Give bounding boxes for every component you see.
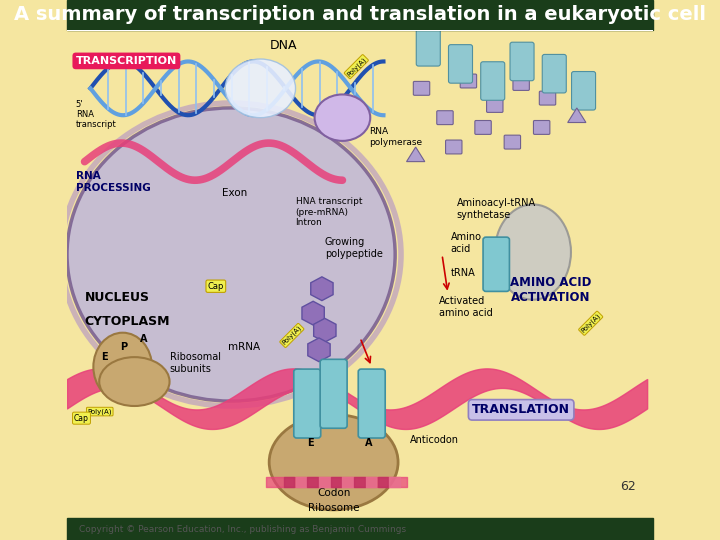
FancyBboxPatch shape	[475, 120, 491, 134]
Text: TRANSLATION: TRANSLATION	[472, 403, 570, 416]
FancyBboxPatch shape	[413, 82, 430, 95]
FancyBboxPatch shape	[67, 30, 653, 518]
FancyBboxPatch shape	[460, 74, 477, 88]
FancyBboxPatch shape	[67, 518, 653, 540]
FancyBboxPatch shape	[572, 71, 595, 110]
FancyBboxPatch shape	[416, 28, 441, 66]
FancyBboxPatch shape	[483, 237, 510, 292]
Ellipse shape	[94, 333, 152, 401]
Text: Poly(A): Poly(A)	[580, 312, 602, 334]
Text: HNA transcript
(pre-mRNA)
Intron: HNA transcript (pre-mRNA) Intron	[295, 198, 362, 227]
Ellipse shape	[99, 357, 169, 406]
FancyBboxPatch shape	[534, 120, 550, 134]
FancyBboxPatch shape	[539, 91, 556, 105]
Text: E: E	[307, 437, 313, 448]
FancyBboxPatch shape	[481, 62, 505, 100]
Text: AMINO ACID
ACTIVATION: AMINO ACID ACTIVATION	[510, 276, 591, 304]
Text: Copyright © Pearson Education, Inc., publishing as Benjamin Cummings: Copyright © Pearson Education, Inc., pub…	[78, 525, 406, 534]
FancyBboxPatch shape	[542, 55, 566, 93]
Ellipse shape	[495, 205, 571, 300]
Text: Poly(A): Poly(A)	[346, 56, 367, 78]
Text: Anticodon: Anticodon	[410, 435, 459, 444]
Text: mRNA: mRNA	[228, 342, 260, 352]
FancyBboxPatch shape	[320, 359, 347, 428]
Text: Cap: Cap	[207, 282, 224, 291]
Text: Amino
acid: Amino acid	[451, 232, 482, 254]
FancyBboxPatch shape	[67, 0, 653, 30]
FancyBboxPatch shape	[487, 98, 503, 112]
Ellipse shape	[225, 59, 295, 118]
Text: Aminoacyl-tRNA
synthetase: Aminoacyl-tRNA synthetase	[456, 198, 536, 220]
Text: RNA
PROCESSING: RNA PROCESSING	[76, 171, 150, 193]
Text: TRANSCRIPTION: TRANSCRIPTION	[76, 56, 177, 66]
Text: Cap: Cap	[74, 414, 89, 423]
FancyBboxPatch shape	[437, 111, 453, 125]
Text: E: E	[101, 352, 107, 362]
Ellipse shape	[269, 415, 398, 510]
Text: Poly(A): Poly(A)	[88, 408, 112, 415]
Text: Ribosome: Ribosome	[308, 503, 359, 513]
Text: Exon: Exon	[222, 188, 248, 198]
Text: tRNA: tRNA	[451, 268, 476, 279]
Text: Activated
amino acid: Activated amino acid	[439, 296, 493, 318]
FancyBboxPatch shape	[446, 140, 462, 154]
FancyBboxPatch shape	[513, 77, 529, 90]
Ellipse shape	[315, 94, 370, 141]
FancyBboxPatch shape	[510, 42, 534, 80]
Text: 5'
RNA
transcript: 5' RNA transcript	[76, 100, 117, 130]
Ellipse shape	[67, 108, 395, 401]
Text: P: P	[120, 342, 127, 352]
Text: 62: 62	[620, 480, 636, 492]
Text: NUCLEUS: NUCLEUS	[84, 291, 150, 304]
Text: CYTOPLASM: CYTOPLASM	[84, 315, 170, 328]
Text: A: A	[140, 334, 148, 345]
FancyBboxPatch shape	[67, 30, 653, 31]
Text: A: A	[365, 437, 372, 448]
Text: Codon: Codon	[317, 488, 351, 498]
FancyBboxPatch shape	[294, 369, 320, 438]
Text: Growing
polypeptide: Growing polypeptide	[325, 238, 383, 259]
FancyBboxPatch shape	[504, 135, 521, 149]
Text: DNA: DNA	[270, 39, 297, 52]
Text: Ribosomal
subunits: Ribosomal subunits	[169, 352, 220, 374]
Text: A summary of transcription and translation in a eukaryotic cell: A summary of transcription and translati…	[14, 5, 706, 24]
Text: RNA
polymerase: RNA polymerase	[369, 127, 422, 147]
Text: Poly(A): Poly(A)	[281, 325, 303, 347]
FancyBboxPatch shape	[449, 45, 472, 83]
FancyBboxPatch shape	[359, 369, 385, 438]
